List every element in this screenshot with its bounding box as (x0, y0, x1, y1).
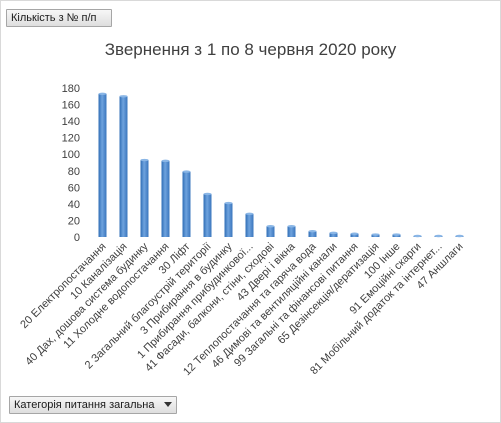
y-tick-label: 80 (68, 166, 80, 178)
y-tick-label: 40 (68, 199, 80, 211)
chevron-down-icon (164, 402, 172, 407)
bar-cap (392, 233, 401, 236)
y-tick-label: 160 (62, 100, 80, 112)
chart-title: Звернення з 1 по 8 червня 2020 року (104, 40, 397, 59)
values-field-label: Кількість з № п/п (11, 12, 97, 24)
y-tick-label: 180 (62, 83, 80, 95)
bar-cap (203, 192, 212, 196)
axis-field-dropdown[interactable]: Категорія питання загальна (9, 396, 177, 414)
bar[interactable] (98, 93, 107, 238)
bar-cap (245, 212, 254, 216)
y-tick-label: 120 (62, 133, 80, 145)
bar[interactable] (329, 232, 338, 237)
bar[interactable] (371, 234, 380, 237)
bar[interactable] (392, 234, 401, 237)
bar-cap (98, 92, 107, 95)
bar-cap (434, 234, 443, 238)
bar[interactable] (266, 226, 275, 237)
bar[interactable] (287, 226, 296, 237)
bar-cap (140, 158, 149, 162)
bar[interactable] (308, 231, 317, 237)
y-tick-label: 60 (68, 182, 80, 194)
bar[interactable] (203, 193, 212, 237)
bar[interactable] (140, 160, 149, 237)
bar-cap (182, 170, 191, 173)
bar-cap (455, 234, 464, 238)
bar[interactable] (224, 203, 233, 237)
y-tick-label: 140 (62, 116, 80, 128)
bar-cap (119, 95, 128, 98)
bar[interactable] (350, 233, 359, 237)
bar[interactable] (119, 96, 128, 238)
bar[interactable] (245, 213, 254, 237)
bar-cap (287, 225, 296, 228)
bar-cap (329, 231, 338, 235)
bar[interactable] (161, 160, 170, 237)
bar-cap (161, 159, 170, 163)
values-field-button[interactable]: Кількість з № п/п (6, 9, 112, 27)
bar-cap (371, 233, 380, 236)
bar-cap (350, 232, 359, 235)
y-tick-label: 0 (74, 232, 80, 244)
bar-cap (224, 201, 233, 205)
bar-cap (266, 225, 275, 228)
bar[interactable] (182, 171, 191, 237)
y-tick-label: 100 (62, 149, 80, 161)
bar-cap (308, 230, 317, 233)
bar-cap (413, 234, 422, 238)
axis-field-label: Категорія питання загальна (14, 399, 155, 411)
y-tick-label: 20 (68, 215, 80, 227)
